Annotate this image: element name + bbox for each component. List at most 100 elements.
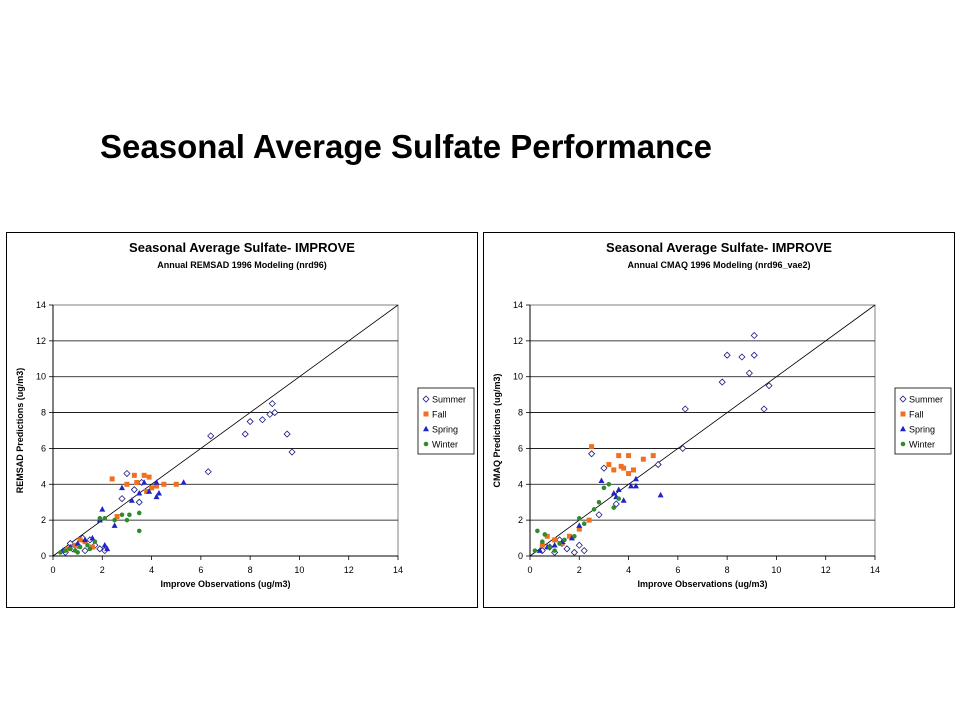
data-point — [631, 467, 636, 473]
data-point — [155, 490, 162, 496]
one-to-one-line — [529, 304, 876, 557]
data-point — [566, 533, 572, 539]
data-point — [626, 453, 632, 459]
data-point — [127, 512, 132, 518]
x-axis-label: Improve Observations (ug/m3) — [160, 579, 290, 589]
x-tick-label: 8 — [248, 565, 253, 575]
legend-marker — [899, 395, 907, 403]
data-point — [562, 537, 567, 543]
data-point — [632, 475, 639, 482]
data-point — [58, 550, 63, 555]
data-point — [581, 521, 587, 527]
data-point — [118, 495, 126, 503]
y-tick-label: 14 — [513, 300, 523, 310]
data-point — [89, 544, 95, 550]
legend-entry: Winter — [909, 440, 935, 450]
y-axis-label: CMAQ Predictions (ug/m3) — [492, 373, 502, 487]
x-tick-label: 2 — [100, 565, 105, 575]
legend-marker — [900, 441, 906, 447]
data-point — [606, 481, 612, 487]
y-tick-label: 8 — [518, 408, 523, 418]
data-point — [575, 541, 583, 549]
x-tick-label: 0 — [50, 565, 55, 575]
data-point — [149, 485, 155, 491]
data-point — [535, 528, 540, 534]
data-point — [745, 369, 753, 377]
data-point — [96, 545, 104, 553]
data-point — [572, 533, 577, 539]
data-point — [606, 462, 612, 468]
data-point — [544, 533, 550, 539]
series-winter — [58, 510, 142, 555]
data-point — [620, 497, 627, 503]
data-point — [74, 540, 81, 546]
data-point — [141, 479, 148, 485]
data-point — [136, 490, 143, 496]
data-point — [723, 351, 731, 359]
data-point — [568, 534, 575, 541]
y-tick-label: 14 — [36, 300, 46, 310]
data-point — [551, 542, 558, 548]
data-point — [718, 378, 726, 386]
chart-title: Seasonal Average Sulfate- IMPROVE — [606, 240, 832, 255]
y-tick-label: 0 — [518, 551, 523, 561]
x-tick-label: 14 — [393, 565, 403, 575]
series-spring — [536, 475, 664, 553]
data-point — [204, 468, 212, 476]
data-point — [173, 481, 179, 487]
data-point — [616, 453, 622, 459]
data-point — [271, 409, 279, 417]
legend-entry: Winter — [432, 440, 458, 450]
data-point — [124, 517, 130, 523]
y-tick-label: 12 — [513, 336, 523, 346]
data-point — [536, 547, 543, 553]
data-point — [681, 405, 689, 413]
y-tick-label: 0 — [41, 551, 46, 561]
data-point — [119, 484, 125, 491]
x-tick-label: 12 — [344, 565, 354, 575]
chart-title: Seasonal Average Sulfate- IMPROVE — [129, 240, 355, 255]
data-point — [77, 537, 83, 543]
legend-marker — [423, 425, 429, 432]
data-point — [82, 536, 89, 543]
data-point — [552, 548, 557, 553]
data-point — [576, 526, 582, 532]
data-point — [266, 410, 274, 418]
data-point — [576, 516, 582, 521]
data-point — [81, 547, 89, 555]
data-point — [153, 493, 160, 500]
data-point — [628, 482, 635, 489]
data-point — [246, 417, 254, 426]
series-spring — [59, 479, 187, 553]
data-point — [580, 547, 588, 555]
data-point — [654, 460, 662, 469]
legend-marker — [423, 441, 429, 447]
legend-marker — [900, 425, 906, 432]
scatter-chart-1: Seasonal Average Sulfate- IMPROVE Annual … — [483, 232, 955, 608]
data-point — [92, 539, 98, 544]
data-point — [136, 528, 142, 534]
legend-entry: Spring — [909, 425, 935, 435]
slide-title: Seasonal Average Sulfate Performance — [100, 128, 712, 165]
data-point — [161, 481, 167, 487]
legend-marker — [423, 411, 429, 417]
data-point — [750, 351, 758, 359]
data-point — [621, 465, 627, 471]
data-point — [146, 474, 152, 480]
one-to-one-line — [52, 304, 399, 557]
data-point — [153, 479, 160, 485]
data-point — [75, 550, 80, 555]
data-point — [288, 448, 296, 456]
legend-entry: Fall — [909, 410, 924, 420]
legend-marker — [422, 395, 430, 403]
y-tick-label: 6 — [41, 443, 46, 453]
x-tick-label: 2 — [577, 565, 582, 575]
x-tick-label: 14 — [870, 565, 880, 575]
legend-entry: Summer — [909, 395, 943, 405]
y-axis-label: REMSAD Predictions (ug/m3) — [15, 368, 25, 494]
data-point — [576, 522, 583, 528]
y-tick-label: 2 — [518, 515, 523, 525]
y-tick-label: 2 — [41, 515, 46, 525]
data-point — [141, 472, 147, 478]
data-point — [591, 507, 597, 512]
